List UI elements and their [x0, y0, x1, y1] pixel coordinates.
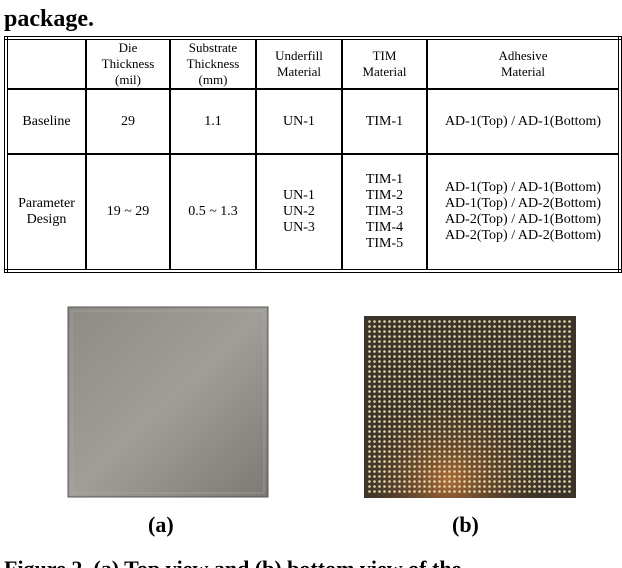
cell-line: 29 [121, 113, 135, 129]
cell-line: UN-1 [283, 188, 315, 204]
cell-line: Material [500, 64, 546, 79]
header-cell: Adhesive Material [426, 37, 621, 90]
table-cell: 1.1 [169, 87, 257, 156]
cell-line: TIM-2 [365, 188, 404, 204]
cell-line: UN-3 [283, 220, 315, 236]
cell-line: Substrate [188, 40, 238, 55]
header-cell: Substrate Thickness (mm) [169, 37, 257, 90]
row-label: Baseline [5, 87, 87, 156]
header-cell: Die Thickness (mil) [85, 37, 171, 90]
table-cell: AD-1(Top) / AD-1(Bottom) [426, 87, 621, 156]
cell-line: Material [276, 64, 322, 79]
label-b: (b) [452, 512, 479, 537]
cell-line: TIM-1 [365, 113, 404, 129]
corner-cell [5, 37, 87, 90]
cell-line: AD-1(Top) / AD-1(Bottom) [444, 113, 602, 129]
table-cell: 19 ~ 29 [85, 153, 171, 272]
cell-line: Underfill [275, 48, 323, 63]
header-cell: TIM Material [341, 37, 428, 90]
table-cell: 29 [85, 87, 171, 156]
table-cell: UN-1 [255, 87, 343, 156]
cell-line: UN-1 [283, 113, 315, 129]
cell-line: AD-2(Top) / AD-2(Bottom) [444, 228, 602, 244]
cell-line: Die [118, 40, 138, 55]
parameter-table: Die Thickness (mil) Substrate Thickness (mm) U… [4, 36, 622, 273]
cell-line: TIM-1 [365, 172, 404, 188]
cell-line: 1.1 [204, 113, 222, 129]
cell-line: TIM-4 [365, 220, 404, 236]
cell-line: TIM-5 [365, 236, 404, 252]
cell-line: Baseline [22, 113, 71, 129]
cell-line: Design [26, 212, 67, 228]
cell-line: UN-2 [283, 204, 315, 220]
cell-line: Parameter [18, 196, 75, 212]
table-cell: TIM-1 [341, 87, 428, 156]
cell-line: AD-1(Top) / AD-2(Bottom) [444, 196, 602, 212]
cell-line: AD-2(Top) / AD-1(Bottom) [444, 212, 602, 228]
cell-line: Adhesive [498, 48, 548, 63]
label-a: (a) [148, 512, 174, 537]
table-cell: TIM-1 TIM-2 TIM-3 TIM-4 TIM-5 [341, 153, 428, 272]
table-cell: UN-1 UN-2 UN-3 [255, 153, 343, 272]
cell-line: TIM [372, 48, 397, 63]
cell-line: Material [362, 64, 407, 79]
bottom-view-photo [364, 316, 576, 498]
table-cell: AD-1(Top) / AD-1(Bottom) AD-1(Top) / AD-2… [426, 153, 621, 272]
table-row: Baseline 29 1.1 UN-1 TIM-1 AD-1(Top) / AD-1(B… [5, 87, 621, 156]
cell-line: Thickness [101, 56, 155, 71]
figure-caption: Figure 2. (a) Top view and (b) bottom vi… [4, 556, 461, 568]
cell-line: 0.5 ~ 1.3 [188, 204, 238, 220]
cell-line: 19 ~ 29 [106, 204, 150, 220]
cell-line: (mm) [198, 72, 228, 87]
table-row: Parameter Design 19 ~ 29 0.5 ~ 1.3 UN-1 UN-2 U… [5, 153, 621, 272]
header-row: Die Thickness (mil) Substrate Thickness (mm) U… [5, 37, 621, 90]
top-view-photo [67, 306, 269, 498]
cell-line: Thickness [186, 56, 240, 71]
table-cell: 0.5 ~ 1.3 [169, 153, 257, 272]
cell-line: TIM-3 [365, 204, 404, 220]
cell-line: AD-1(Top) / AD-1(Bottom) [444, 180, 602, 196]
cell-line: (mil) [115, 72, 141, 87]
header-cell: Underfill Material [255, 37, 343, 90]
intro-text: package. [4, 6, 94, 32]
row-label: Parameter Design [5, 153, 87, 272]
